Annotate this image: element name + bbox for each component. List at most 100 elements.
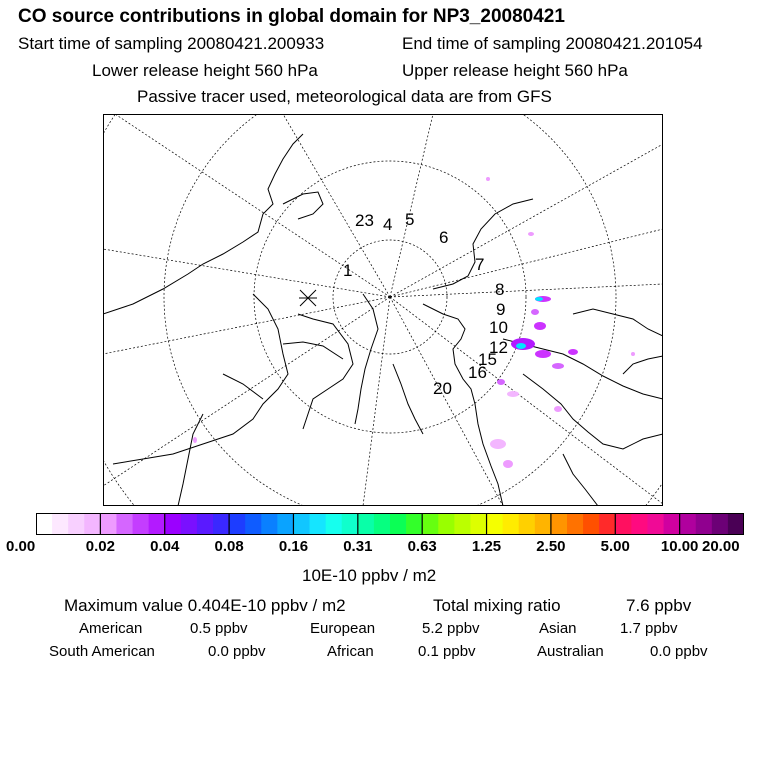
track-label: 5 xyxy=(405,210,414,229)
region-value: 5.2 ppbv xyxy=(422,620,480,637)
colorbar-swatch xyxy=(518,513,536,535)
colorbar-tick-label: 20.00 xyxy=(702,538,740,555)
colorbar-swatch xyxy=(116,513,133,535)
colorbar-swatch xyxy=(454,513,471,535)
track-label: 7 xyxy=(475,255,484,274)
colorbar-frame xyxy=(36,513,744,535)
colorbar-swatch xyxy=(325,513,343,535)
region-value: 0.0 ppbv xyxy=(208,643,266,660)
track-label: 6 xyxy=(439,228,448,247)
track-label: 20 xyxy=(433,379,452,398)
start-time-label: Start time of sampling 20080421.200933 xyxy=(18,34,325,53)
track-label: 23 xyxy=(355,211,374,230)
region-name: Australian xyxy=(537,643,604,660)
colorbar-tick-label: 10.00 xyxy=(660,538,699,555)
colorbar-swatch xyxy=(293,513,310,535)
region-name: African xyxy=(327,643,374,660)
meridians xyxy=(103,114,663,506)
colorbar-tick-label: 1.25 xyxy=(471,538,502,555)
colorbar-swatch xyxy=(229,513,246,535)
colorbar-swatch xyxy=(406,513,423,535)
colorbar-swatch xyxy=(180,513,198,535)
release-point-marker xyxy=(299,289,317,307)
colorbar-swatch xyxy=(84,513,101,535)
colorbar-swatch xyxy=(390,513,407,535)
colorbar-swatch xyxy=(245,513,262,535)
latitude-circles xyxy=(103,114,663,506)
polar-map: 1 23 4 5 6 7 8 9 10 12 15 16 20 xyxy=(103,114,663,506)
colorbar-swatch xyxy=(534,513,552,535)
colorbar-tick-label: 0.04 xyxy=(150,538,180,555)
colorbar-swatch xyxy=(711,513,729,535)
track-label: 16 xyxy=(468,363,487,382)
colorbar-swatch xyxy=(663,513,681,535)
region-name: American xyxy=(79,620,143,637)
colorbar-swatch xyxy=(213,513,230,535)
region-value: 0.1 ppbv xyxy=(418,643,476,660)
colorbar-swatch xyxy=(196,513,214,535)
colorbar-swatch xyxy=(550,513,568,535)
colorbar-swatch xyxy=(341,513,359,535)
colorbar-tick-label: 5.00 xyxy=(600,538,630,555)
region-value: 0.5 ppbv xyxy=(190,620,248,637)
coastlines xyxy=(103,133,663,506)
colorbar-swatch xyxy=(647,513,664,535)
colorbar-swatch xyxy=(727,513,744,535)
colorbar-swatch xyxy=(502,513,520,535)
lower-release-label: Lower release height 560 hPa xyxy=(92,61,318,80)
track-label: 12 xyxy=(489,338,508,357)
region-name: South American xyxy=(49,643,155,660)
colorbar-tick-label: 0.02 xyxy=(85,538,115,555)
colorbar-swatch xyxy=(631,513,648,535)
colorbar-swatch xyxy=(277,513,294,535)
region-value: 0.0 ppbv xyxy=(650,643,708,660)
track-label: 1 xyxy=(343,261,352,280)
colorbar-tick-label: 0.16 xyxy=(278,538,309,555)
colorbar-swatch xyxy=(164,513,182,535)
colorbar-swatch xyxy=(68,513,85,535)
colorbar-swatch xyxy=(132,513,150,535)
colorbar-swatch xyxy=(100,513,117,535)
region-name: Asian xyxy=(539,620,577,637)
max-value-label: Maximum value 0.404E-10 ppbv / m2 xyxy=(64,596,346,615)
colorbar-swatch xyxy=(309,513,327,535)
track-label: 10 xyxy=(489,318,508,337)
colorbar-tick-label: 2.50 xyxy=(536,538,566,555)
colorbar-tick-label: 0.31 xyxy=(343,538,373,555)
colorbar-tick-label: 0.63 xyxy=(407,538,437,555)
region-name: European xyxy=(310,620,376,637)
plot-title: CO source contributions in global domain… xyxy=(18,6,565,27)
track-label: 15 xyxy=(478,350,497,369)
colorbar-swatch xyxy=(261,513,278,535)
colorbar xyxy=(36,513,744,535)
colorbar-swatch xyxy=(567,513,584,535)
colorbar-swatch xyxy=(52,513,69,535)
colorbar-tick-label: 0.00 xyxy=(6,538,36,555)
colorbar-swatch xyxy=(615,513,632,535)
region-value: 1.7 ppbv xyxy=(620,620,678,637)
track-label: 4 xyxy=(383,215,392,234)
colorbar-swatch xyxy=(599,513,616,535)
upper-release-label: Upper release height 560 hPa xyxy=(402,61,628,80)
colorbar-swatch xyxy=(36,513,53,535)
colorbar-swatch xyxy=(695,513,713,535)
colorbar-swatch xyxy=(470,513,487,535)
total-mixing-value: 7.6 ppbv xyxy=(626,596,692,615)
colorbar-swatch xyxy=(679,513,697,535)
colorbar-swatch xyxy=(438,513,455,535)
track-label: 8 xyxy=(495,280,504,299)
colorbar-swatch xyxy=(357,513,375,535)
end-time-label: End time of sampling 20080421.201054 xyxy=(402,34,703,53)
map-frame xyxy=(103,114,663,506)
colorbar-swatch xyxy=(148,513,166,535)
colorbar-swatch xyxy=(486,513,504,535)
colorbar-swatch xyxy=(373,513,391,535)
colorbar-swatch xyxy=(422,513,439,535)
track-label: 9 xyxy=(496,300,505,319)
colorbar-swatch xyxy=(583,513,600,535)
colorbar-tick-label: 0.08 xyxy=(214,538,244,555)
tracer-note: Passive tracer used, meteorological data… xyxy=(137,87,552,106)
colorbar-units: 10E-10 ppbv / m2 xyxy=(302,566,437,585)
co-plume xyxy=(193,177,635,468)
total-mixing-label: Total mixing ratio xyxy=(433,596,561,615)
